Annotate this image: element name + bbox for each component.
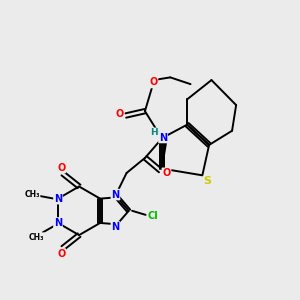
Text: O: O (57, 163, 65, 172)
Text: N: N (54, 194, 62, 204)
Text: S: S (203, 176, 211, 186)
Text: Cl: Cl (148, 211, 158, 221)
Text: H: H (151, 128, 158, 137)
Text: N: N (111, 190, 119, 200)
Text: O: O (116, 109, 124, 119)
Text: CH₃: CH₃ (29, 233, 44, 242)
Text: O: O (149, 77, 158, 87)
Text: N: N (159, 133, 167, 142)
Text: N: N (54, 218, 62, 228)
Text: O: O (162, 168, 171, 178)
Text: O: O (57, 249, 65, 259)
Text: CH₃: CH₃ (24, 190, 40, 200)
Text: N: N (111, 222, 119, 232)
